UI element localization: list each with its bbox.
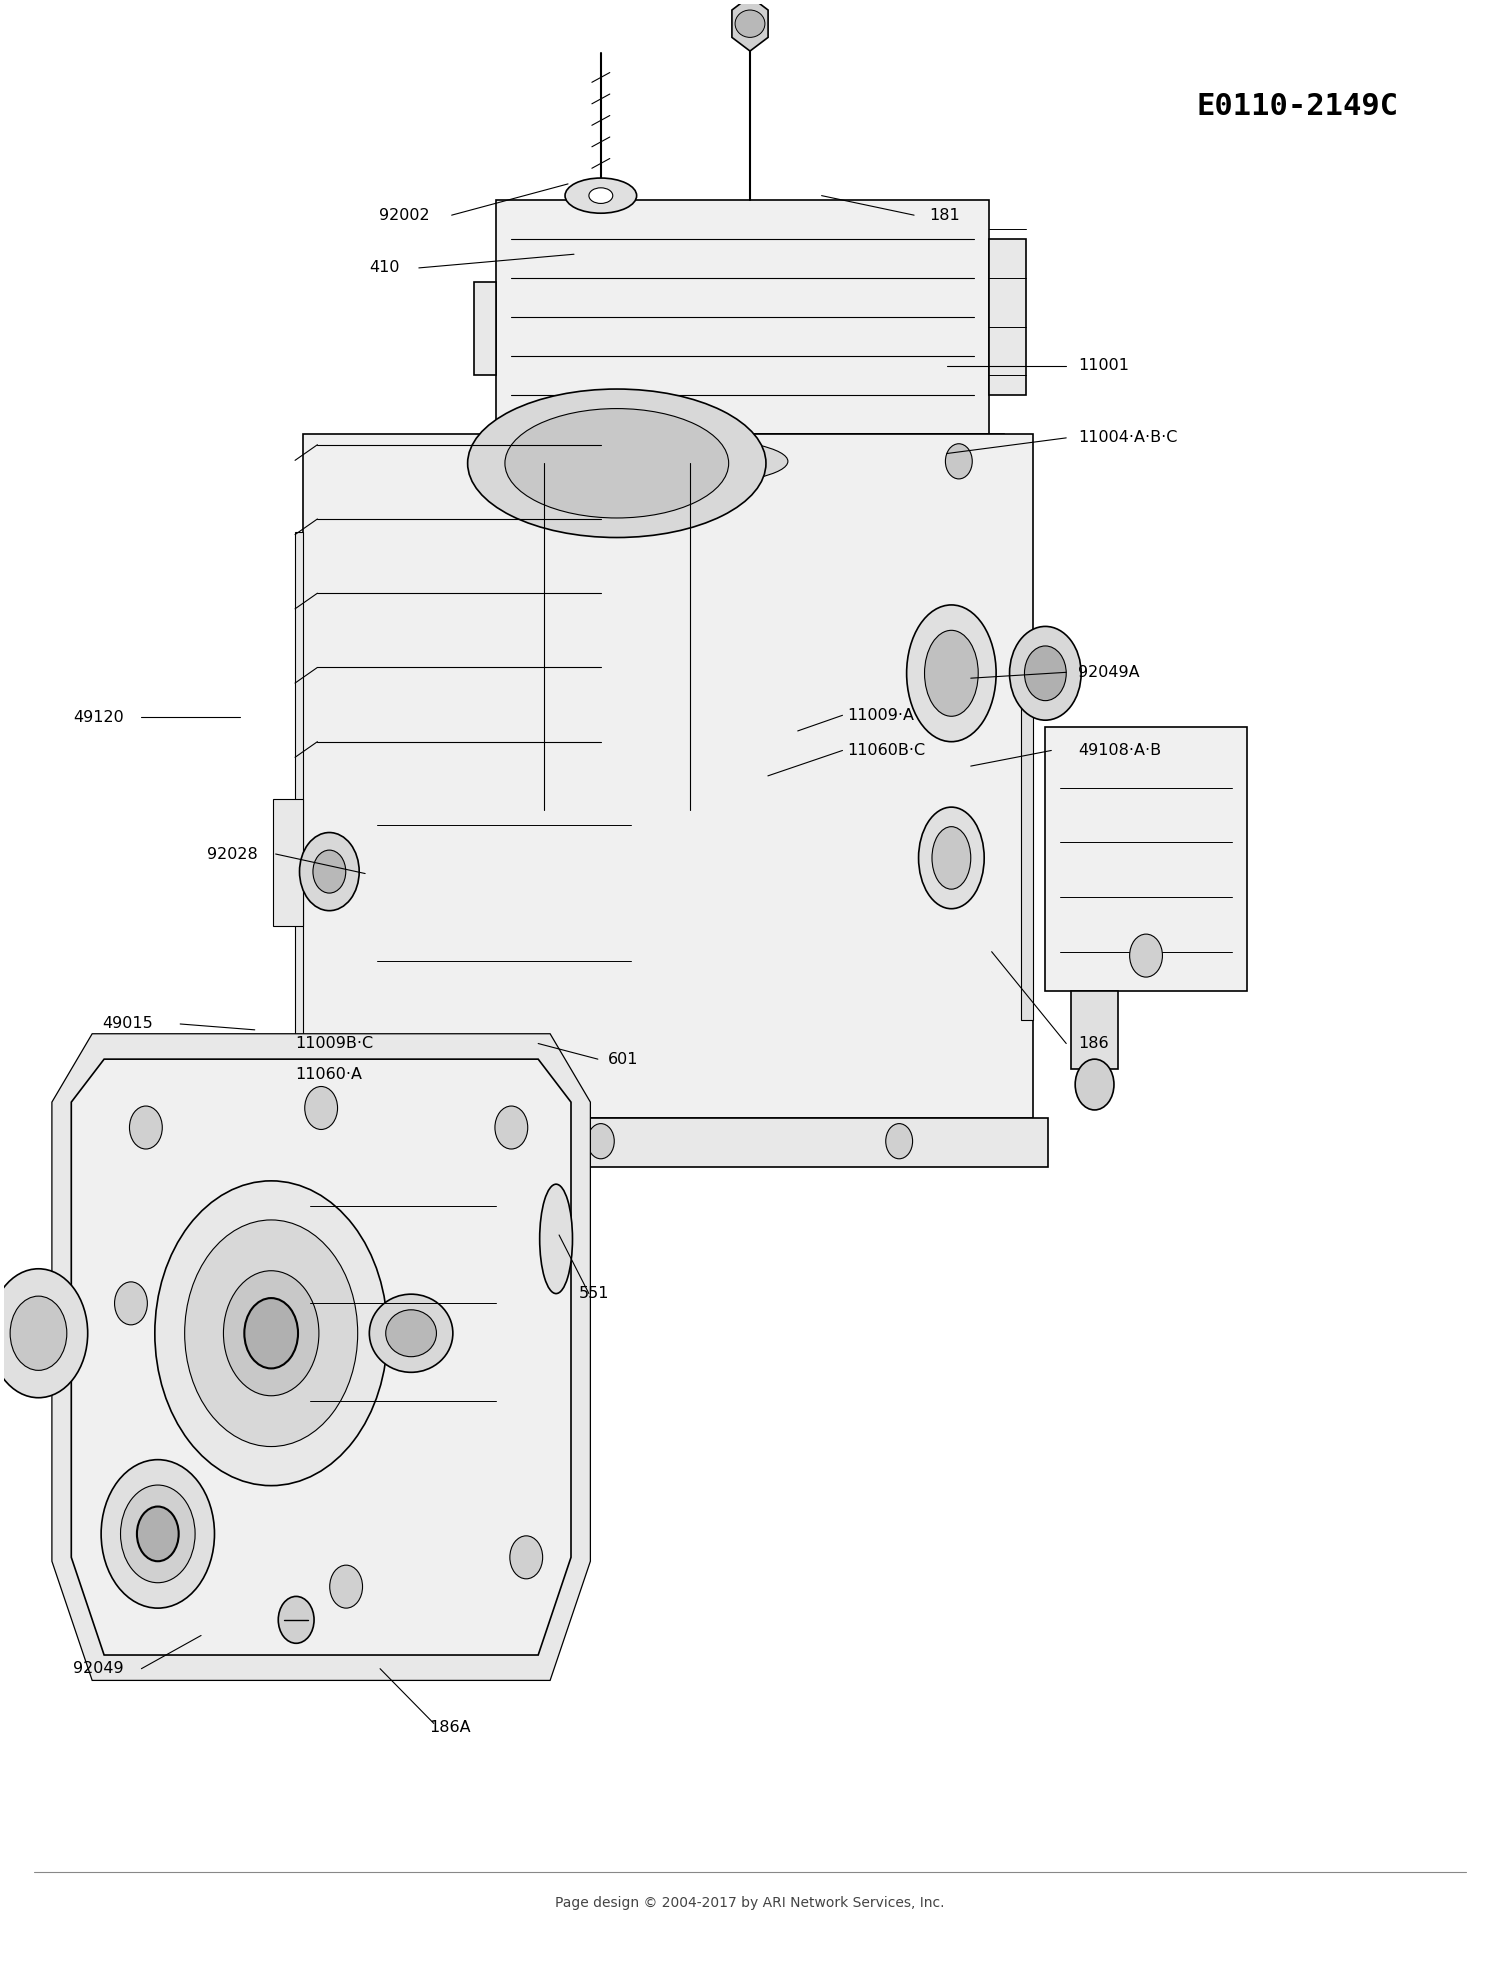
Circle shape [510, 1536, 543, 1579]
Polygon shape [53, 1034, 591, 1679]
Text: Page design © 2004-2017 by ARI Network Services, Inc.: Page design © 2004-2017 by ARI Network S… [555, 1895, 945, 1911]
Bar [296, 532, 303, 1079]
Text: 11009B·C: 11009B·C [296, 1036, 374, 1052]
Ellipse shape [386, 1311, 436, 1356]
Circle shape [100, 1460, 214, 1609]
Ellipse shape [468, 388, 766, 538]
Text: A: A [610, 767, 890, 1116]
Ellipse shape [590, 188, 613, 204]
Ellipse shape [918, 806, 984, 908]
Circle shape [314, 850, 346, 893]
Circle shape [1130, 934, 1162, 977]
Bar [482, 434, 1004, 489]
Circle shape [120, 1485, 195, 1583]
Text: 11060·A: 11060·A [296, 1067, 362, 1083]
Ellipse shape [369, 1295, 453, 1371]
Circle shape [244, 1299, 298, 1368]
Circle shape [1010, 626, 1082, 720]
Ellipse shape [735, 10, 765, 37]
Text: 49120: 49120 [72, 710, 123, 724]
Bar [1071, 991, 1119, 1069]
Bar [273, 799, 303, 926]
Ellipse shape [506, 408, 729, 518]
Circle shape [10, 1297, 68, 1369]
Circle shape [588, 1124, 615, 1160]
Text: 186: 186 [1078, 1036, 1108, 1052]
Circle shape [0, 1269, 87, 1397]
Ellipse shape [579, 438, 788, 485]
Circle shape [495, 1107, 528, 1150]
Text: 410: 410 [369, 261, 399, 275]
Text: 92049A: 92049A [1078, 665, 1140, 679]
Polygon shape [732, 0, 768, 51]
Circle shape [136, 1507, 178, 1562]
Circle shape [304, 1087, 338, 1130]
Text: 92002: 92002 [378, 208, 429, 222]
Circle shape [184, 1220, 357, 1446]
Text: 92028: 92028 [207, 846, 258, 861]
Circle shape [1076, 1059, 1114, 1110]
Text: 49015: 49015 [102, 1016, 153, 1032]
Circle shape [1024, 645, 1066, 700]
Text: 11001: 11001 [1078, 359, 1130, 373]
Text: 92049: 92049 [74, 1662, 123, 1676]
Bar [496, 200, 988, 434]
Bar [474, 283, 496, 375]
Circle shape [945, 443, 972, 479]
Text: 186A: 186A [429, 1721, 471, 1734]
Circle shape [348, 1124, 375, 1160]
Text: 11004·A·B·C: 11004·A·B·C [1078, 430, 1178, 445]
Circle shape [224, 1271, 320, 1395]
Ellipse shape [906, 604, 996, 742]
Text: 551: 551 [579, 1285, 609, 1301]
Text: 11009·A: 11009·A [847, 708, 914, 722]
Text: 11060B·C: 11060B·C [847, 744, 926, 757]
Circle shape [129, 1107, 162, 1150]
Circle shape [114, 1281, 147, 1324]
Bar [988, 239, 1026, 394]
Bar [303, 434, 1034, 1118]
Text: 181: 181 [928, 208, 960, 222]
Ellipse shape [540, 1185, 573, 1293]
Circle shape [154, 1181, 387, 1485]
Text: 601: 601 [609, 1052, 639, 1067]
Ellipse shape [924, 630, 978, 716]
Ellipse shape [609, 447, 758, 475]
Bar [1046, 728, 1246, 991]
Circle shape [300, 832, 358, 910]
Circle shape [513, 443, 540, 479]
Circle shape [885, 1124, 912, 1160]
Polygon shape [72, 1059, 572, 1656]
Bar [1022, 669, 1034, 1020]
Ellipse shape [932, 826, 970, 889]
Circle shape [279, 1597, 314, 1644]
Bar [288, 1118, 1048, 1167]
Text: E0110-2149C: E0110-2149C [1197, 92, 1400, 122]
Ellipse shape [566, 179, 636, 214]
Text: 49108·A·B: 49108·A·B [1078, 744, 1161, 757]
Circle shape [330, 1566, 363, 1609]
